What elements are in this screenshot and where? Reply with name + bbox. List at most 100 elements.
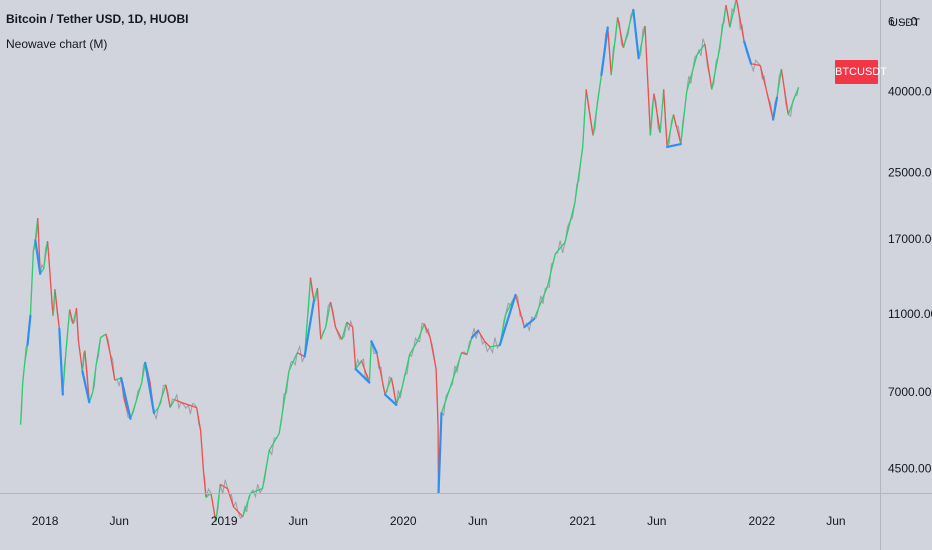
up-wave-segment — [776, 69, 783, 98]
up-wave-segment — [261, 450, 270, 489]
up-wave-segment — [141, 362, 146, 383]
down-wave-segment — [423, 323, 431, 338]
down-wave-segment — [376, 352, 386, 395]
current-price-badge: BTCUSDT — [835, 60, 887, 84]
up-wave-segment — [686, 54, 698, 92]
down-wave-segment — [188, 404, 197, 409]
up-wave-segment — [65, 309, 71, 355]
extreme-wave-segment — [303, 299, 316, 358]
price-candle-trace — [686, 54, 698, 92]
up-wave-segment — [29, 250, 35, 316]
down-wave-segment — [390, 377, 397, 406]
down-wave-segment — [233, 506, 244, 518]
time-tick-label: 2020 — [390, 514, 417, 528]
time-tick-label: Jun — [110, 514, 129, 528]
down-wave-segment — [429, 337, 437, 370]
price-tick-label: 4500.00 — [888, 461, 932, 475]
extreme-wave-segment — [600, 26, 609, 77]
extreme-wave-segment — [370, 340, 378, 354]
down-wave-segment — [54, 289, 60, 329]
down-wave-segment — [109, 354, 116, 381]
price-candle-trace — [187, 403, 198, 415]
up-wave-segment — [169, 399, 176, 408]
up-wave-segment — [384, 377, 393, 395]
up-wave-segment — [546, 253, 556, 287]
extreme-wave-segment — [771, 96, 779, 121]
time-tick-label: Jun — [647, 514, 666, 528]
price-candle-trace — [205, 487, 212, 498]
down-wave-segment — [180, 401, 189, 406]
up-wave-segment — [100, 333, 107, 339]
up-wave-segment — [278, 371, 290, 434]
price-scale[interactable]: 4500.00 7000.00 11000.00 17000.00 25000.00 40… — [888, 15, 932, 476]
up-wave-segment — [533, 286, 549, 320]
up-wave-segment — [592, 74, 603, 136]
down-wave-segment — [780, 69, 789, 115]
up-wave-segment — [92, 364, 97, 393]
up-wave-segment — [215, 484, 221, 522]
price-candle-trace — [484, 341, 491, 353]
up-wave-segment — [729, 0, 737, 28]
up-wave-segment — [268, 433, 280, 451]
up-wave-segment — [554, 241, 566, 255]
down-wave-segment — [759, 65, 767, 90]
up-wave-segment — [81, 350, 86, 372]
price-candle-trace — [533, 286, 548, 320]
up-wave-segment — [157, 384, 167, 408]
price-candle-trace — [346, 319, 354, 331]
down-wave-segment — [316, 287, 322, 340]
symbol-legend[interactable]: Bitcoin / Tether USD, 1D, HUOBI — [6, 12, 189, 26]
up-wave-segment — [582, 89, 587, 148]
up-wave-segment — [395, 387, 403, 406]
extreme-wave-segment — [34, 239, 42, 275]
extreme-wave-segment — [743, 40, 753, 65]
down-wave-segment — [360, 360, 370, 383]
down-wave-segment — [653, 93, 661, 133]
extreme-wave-segment — [470, 329, 480, 339]
up-wave-segment — [355, 360, 363, 370]
price-tick-label: 40000.00 — [888, 85, 932, 99]
extreme-wave-segment — [354, 367, 371, 384]
extreme-wave-segment — [666, 142, 682, 149]
down-wave-segment — [69, 309, 74, 324]
indicator-legend[interactable]: Neowave chart (M) — [6, 37, 108, 51]
up-wave-segment — [313, 287, 318, 301]
extreme-wave-segment — [144, 361, 156, 415]
down-wave-segment — [329, 301, 337, 328]
price-candle-trace — [169, 398, 175, 408]
down-wave-segment — [219, 483, 228, 490]
time-scale[interactable]: 2018 Jun 2019 Jun 2020 Jun 2021 Jun 2022 Jun — [32, 514, 846, 528]
series-layer — [19, 0, 800, 522]
down-wave-segment — [309, 277, 315, 301]
down-wave-segment — [352, 327, 357, 370]
down-wave-segment — [105, 333, 112, 355]
up-wave-segment — [341, 322, 348, 340]
extreme-wave-segment — [498, 293, 517, 347]
price-tick-label: 17000.00 — [888, 232, 932, 246]
down-wave-segment — [84, 350, 90, 403]
plot-background — [0, 0, 880, 493]
up-wave-segment — [242, 492, 252, 517]
up-wave-segment — [794, 87, 800, 97]
up-wave-segment — [574, 146, 584, 203]
down-wave-segment — [346, 321, 354, 328]
down-wave-segment — [174, 399, 182, 403]
time-tick-label: Jun — [289, 514, 308, 528]
down-wave-segment — [514, 294, 525, 328]
price-tick-label: 7000.00 — [888, 385, 932, 399]
up-wave-segment — [717, 5, 727, 57]
up-wave-segment — [564, 202, 576, 243]
down-wave-segment — [585, 89, 594, 136]
up-wave-segment — [288, 352, 298, 372]
up-wave-segment — [711, 56, 719, 90]
up-wave-segment — [622, 9, 634, 49]
up-wave-segment — [449, 352, 463, 388]
up-wave-segment — [666, 114, 675, 148]
up-wave-segment — [19, 384, 24, 425]
up-wave-segment — [95, 337, 102, 365]
up-wave-segment — [696, 43, 706, 56]
up-wave-segment — [466, 337, 473, 355]
price-candle-trace — [555, 240, 566, 255]
